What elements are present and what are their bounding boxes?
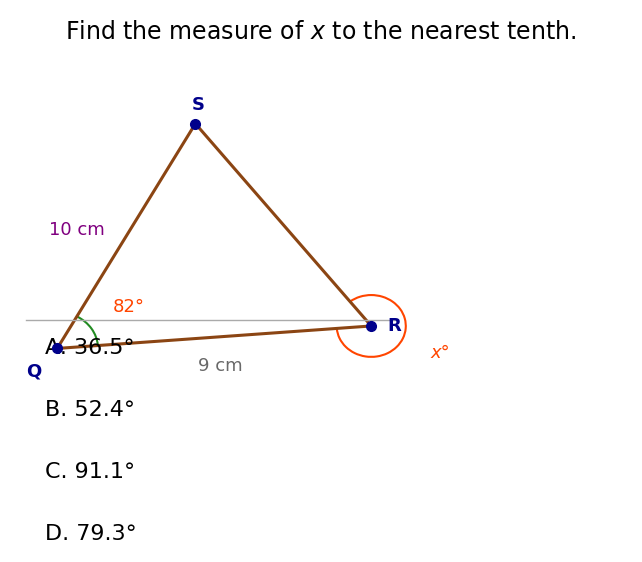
Text: Q: Q [26, 362, 42, 380]
Text: 82°: 82° [112, 298, 144, 316]
Text: x°: x° [430, 344, 450, 362]
Text: A. 36.5°: A. 36.5° [45, 338, 134, 359]
Text: 10 cm: 10 cm [49, 221, 104, 239]
Text: 9 cm: 9 cm [198, 357, 243, 375]
Text: R: R [387, 317, 401, 335]
Text: C. 91.1°: C. 91.1° [45, 462, 135, 482]
Text: B. 52.4°: B. 52.4° [45, 400, 135, 420]
Text: S: S [192, 96, 205, 114]
Text: D. 79.3°: D. 79.3° [45, 524, 136, 544]
Text: Find the measure of $x$ to the nearest tenth.: Find the measure of $x$ to the nearest t… [65, 20, 577, 44]
